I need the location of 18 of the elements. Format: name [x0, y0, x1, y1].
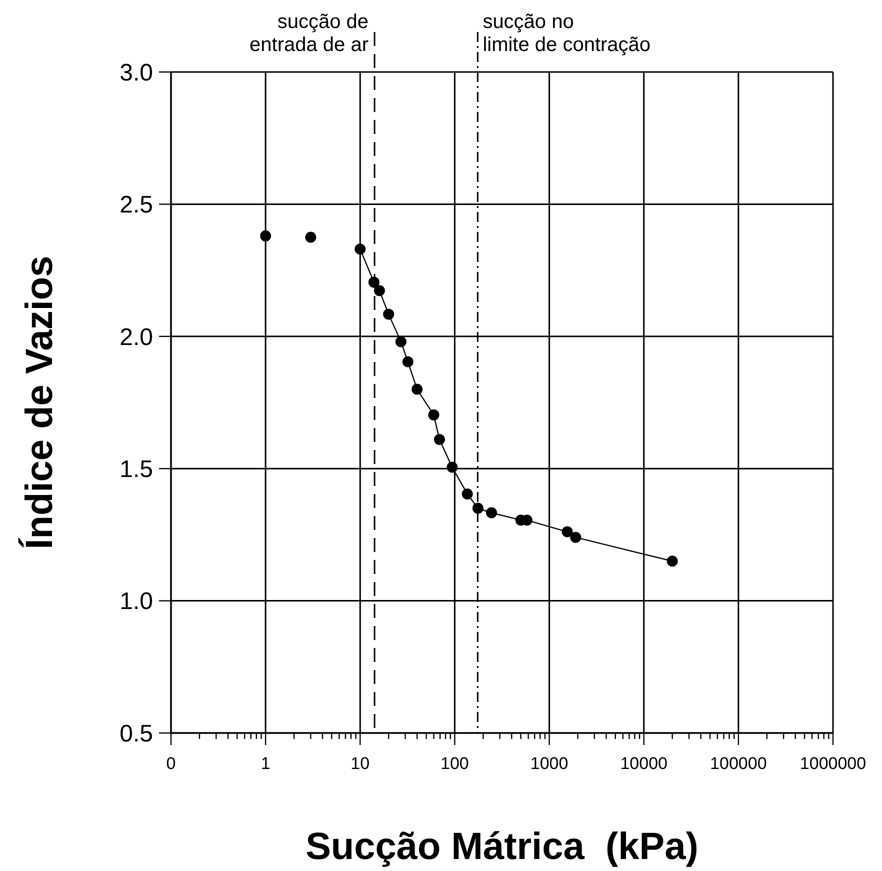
- x-tick-label: 10000: [620, 754, 668, 773]
- x-tick-label: 1000: [530, 754, 568, 773]
- x-axis-title: Sucção Mátrica (kPa): [306, 826, 698, 868]
- x-tick-label: 1: [260, 754, 270, 773]
- x-tick-label: 100000: [710, 754, 767, 773]
- x-tick-label: 0: [166, 754, 176, 773]
- y-tick-label: 1.0: [120, 588, 153, 616]
- x-tick-label: 100: [440, 754, 469, 773]
- y-tick-label: 0.5: [120, 720, 153, 748]
- y-tick-label: 1.5: [120, 456, 153, 483]
- y-axis-title: Índice de Vazios: [18, 256, 61, 550]
- ref-line-label: sucção de entrada de ar: [250, 11, 369, 56]
- y-tick-label: 2.5: [120, 192, 153, 219]
- y-tick-label: 2.0: [120, 324, 153, 351]
- ref-line-label: sucção no limite de contração: [482, 11, 651, 56]
- x-tick-label: 1000000: [800, 754, 866, 773]
- x-tick-label: 10: [350, 754, 370, 773]
- y-tick-label: 3.0: [120, 59, 153, 86]
